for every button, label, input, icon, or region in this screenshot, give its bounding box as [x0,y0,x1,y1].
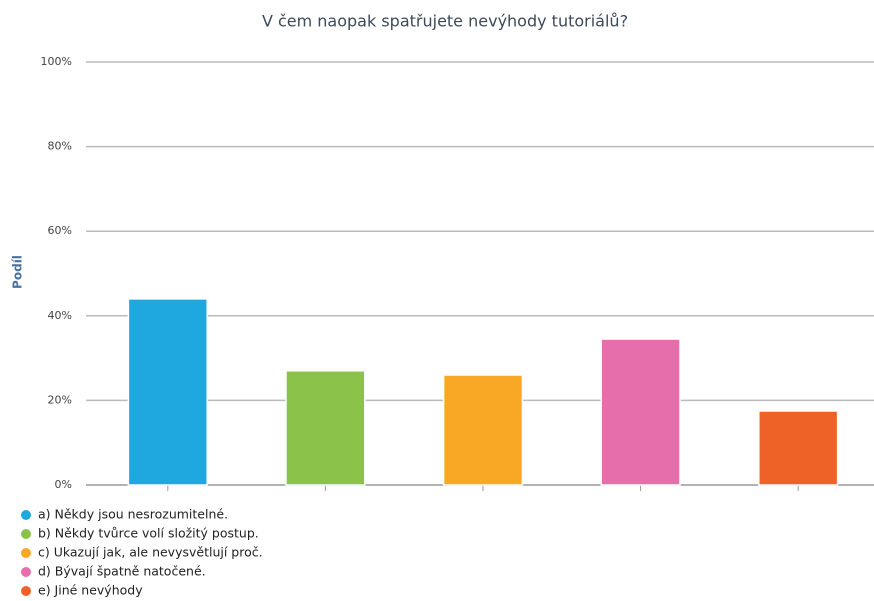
legend-marker [21,548,31,558]
y-tick-label: 100% [41,55,72,68]
legend-marker [21,567,31,577]
legend-label: e) Jiné nevýhody [38,583,143,598]
bar [442,374,524,486]
bar [127,298,208,486]
legend-label: d) Bývají špatně natočené. [38,564,206,579]
y-tick-label: 40% [48,309,72,322]
bar [600,338,681,486]
y-tick-label: 0% [55,478,72,491]
legend-marker [21,586,31,596]
y-tick-label: 20% [48,393,72,406]
bar [758,410,839,486]
legend-label: b) Někdy tvůrce volí složitý postup. [38,526,259,541]
bar [285,370,366,486]
legend-label: c) Ukazují jak, ale nevysvětlují proč. [38,545,263,560]
y-axis-label: Podíl [11,255,25,289]
y-tick-label: 60% [48,224,72,237]
y-tick-label: 80% [48,140,72,153]
legend-label: a) Někdy jsou nesrozumitelné. [38,507,228,522]
legend-marker [21,529,31,539]
chart-title: V čem naopak spatřujete nevýhody tutoriá… [262,12,628,31]
legend-marker [21,510,31,520]
